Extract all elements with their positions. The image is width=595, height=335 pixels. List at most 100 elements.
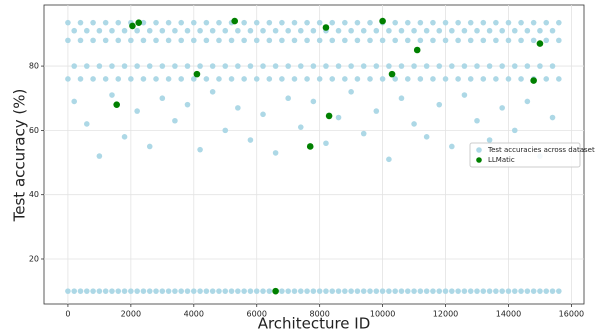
point: [297, 27, 304, 34]
point: [373, 108, 380, 114]
point: [354, 76, 361, 82]
point: [184, 63, 191, 69]
point: [77, 288, 84, 294]
point: [518, 288, 524, 294]
x-tick-label: 16000: [559, 310, 584, 319]
y-tick-label: 80: [29, 62, 39, 71]
point: [65, 37, 71, 44]
highlight-point: [113, 101, 120, 108]
point: [423, 288, 430, 294]
point: [455, 37, 461, 44]
point: [304, 76, 310, 82]
x-tick-label: 0: [65, 310, 70, 319]
y-tick-label: 60: [29, 126, 39, 135]
ticks: 0 2000 4000 6000 8000 10000 12000 14000 16000 20 4…: [29, 62, 584, 319]
point: [71, 288, 78, 294]
point: [115, 19, 122, 26]
point: [146, 143, 153, 150]
point: [398, 288, 405, 294]
x-tick-label: 4000: [184, 310, 204, 319]
point: [392, 76, 398, 82]
point: [398, 27, 405, 34]
point: [279, 37, 285, 44]
point: [203, 76, 210, 82]
point: [417, 19, 424, 26]
point: [474, 117, 480, 124]
point: [90, 288, 96, 294]
point: [260, 111, 266, 118]
point: [266, 19, 273, 26]
point: [65, 19, 71, 26]
point: [235, 27, 241, 34]
point: [386, 288, 392, 294]
point: [354, 288, 361, 294]
point: [190, 37, 197, 44]
point: [524, 288, 531, 294]
point: [272, 27, 279, 34]
point: [285, 27, 291, 34]
point: [543, 288, 550, 294]
point: [323, 140, 329, 147]
point: [373, 27, 380, 34]
point: [222, 288, 229, 294]
highlight-point: [306, 143, 314, 150]
point: [323, 288, 329, 294]
point: [518, 37, 524, 44]
point: [285, 288, 291, 294]
point: [404, 288, 411, 294]
point: [505, 19, 512, 26]
point: [102, 19, 109, 26]
point: [247, 137, 254, 143]
point: [109, 288, 115, 294]
point: [442, 76, 449, 82]
point: [297, 63, 304, 69]
point: [543, 19, 550, 26]
point: [556, 288, 562, 294]
point: [411, 27, 417, 34]
point: [530, 19, 537, 26]
point: [71, 63, 78, 69]
point: [480, 37, 487, 44]
legend-label: Test accuracies across dataset: [487, 146, 595, 154]
point: [367, 37, 373, 44]
point: [310, 98, 317, 105]
point: [165, 76, 172, 82]
point: [493, 76, 499, 82]
point: [235, 288, 241, 294]
point: [172, 288, 178, 294]
point: [304, 37, 310, 44]
point: [543, 76, 550, 82]
point: [216, 76, 222, 82]
point: [140, 288, 147, 294]
point: [392, 37, 398, 44]
point: [360, 288, 367, 294]
point: [518, 19, 524, 26]
point: [442, 288, 449, 294]
point: [71, 27, 78, 34]
point: [153, 37, 159, 44]
highlight-point: [379, 17, 386, 25]
point: [493, 19, 499, 26]
point: [505, 76, 512, 82]
point: [442, 37, 449, 44]
point: [335, 63, 342, 69]
point: [342, 19, 348, 26]
point: [203, 19, 210, 26]
y-tick-label: 20: [29, 254, 39, 263]
point: [329, 76, 336, 82]
point: [543, 37, 550, 44]
point: [436, 63, 443, 69]
point: [279, 76, 285, 82]
point: [455, 19, 461, 26]
point: [216, 288, 222, 294]
point: [367, 19, 373, 26]
point: [134, 288, 140, 294]
point: [165, 288, 172, 294]
point: [493, 37, 499, 44]
point: [178, 76, 185, 82]
point: [216, 37, 222, 44]
point: [241, 288, 247, 294]
point: [354, 19, 361, 26]
x-tick-label: 6000: [247, 310, 267, 319]
